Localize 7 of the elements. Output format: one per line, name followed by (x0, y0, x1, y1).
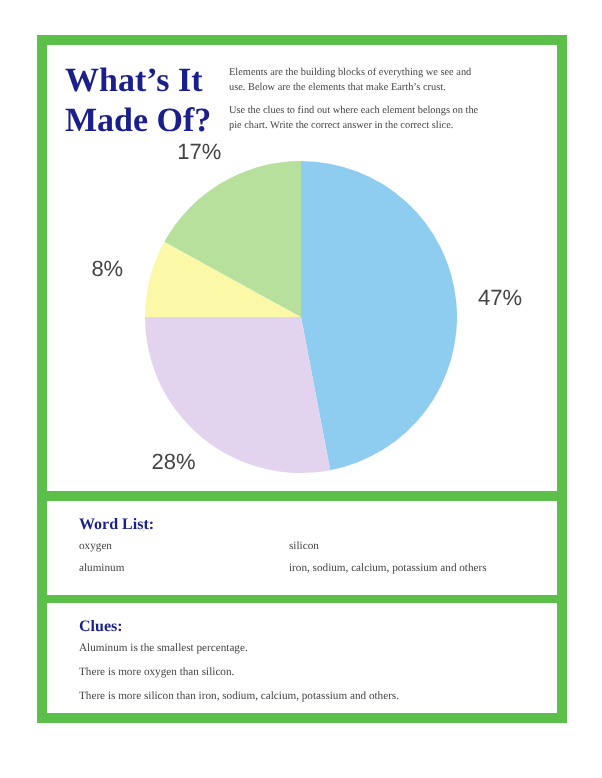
text: Clues: (79, 617, 123, 635)
data-label: 17% (177, 141, 222, 166)
chart-title: What’s It Made Of? (65, 61, 212, 139)
data-label: 8% (91, 257, 124, 282)
text: Word List: (79, 515, 155, 533)
data-label: 47% (478, 287, 523, 312)
data-label: 28% (151, 451, 196, 476)
